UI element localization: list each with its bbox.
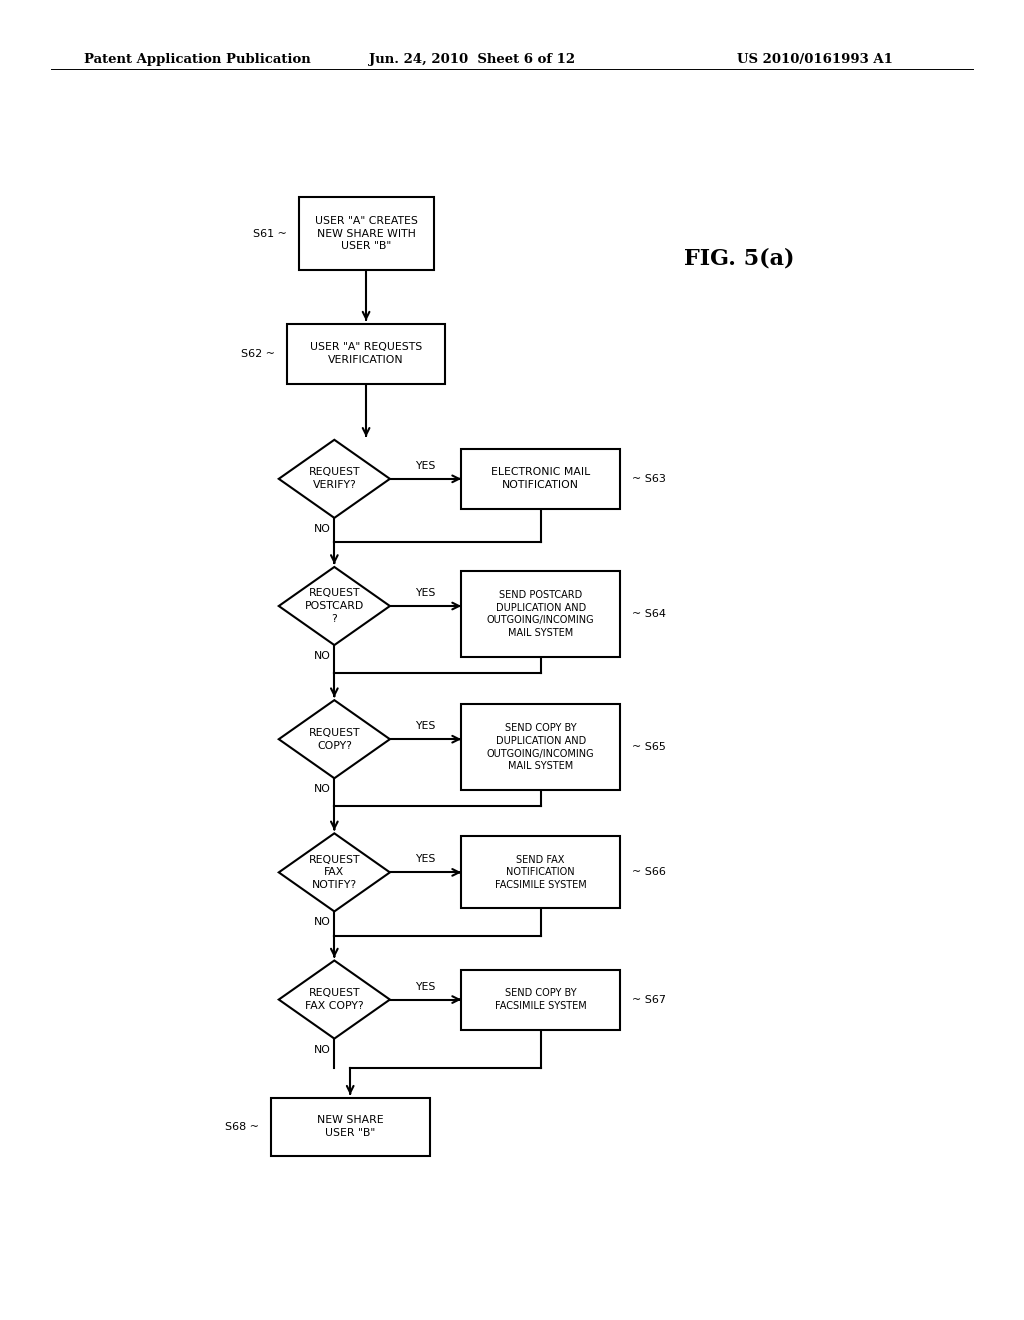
- Text: Patent Application Publication: Patent Application Publication: [84, 53, 310, 66]
- Text: SEND FAX
NOTIFICATION
FACSIMILE SYSTEM: SEND FAX NOTIFICATION FACSIMILE SYSTEM: [495, 854, 587, 890]
- FancyBboxPatch shape: [462, 572, 621, 657]
- FancyBboxPatch shape: [462, 449, 621, 510]
- FancyBboxPatch shape: [299, 198, 433, 269]
- Text: REQUEST
FAX COPY?: REQUEST FAX COPY?: [305, 989, 364, 1011]
- Text: NO: NO: [313, 651, 331, 661]
- Text: ~ S63: ~ S63: [632, 474, 666, 484]
- FancyBboxPatch shape: [462, 837, 621, 908]
- Text: ~ S66: ~ S66: [632, 867, 666, 878]
- Text: REQUEST
VERIFY?: REQUEST VERIFY?: [308, 467, 360, 490]
- FancyBboxPatch shape: [270, 1098, 430, 1156]
- Text: S61 ~: S61 ~: [253, 228, 287, 239]
- Polygon shape: [279, 568, 390, 645]
- FancyBboxPatch shape: [287, 323, 445, 384]
- Text: YES: YES: [416, 982, 436, 991]
- Text: NO: NO: [313, 524, 331, 533]
- Text: YES: YES: [416, 854, 436, 865]
- FancyBboxPatch shape: [462, 969, 621, 1030]
- Text: SEND COPY BY
DUPLICATION AND
OUTGOING/INCOMING
MAIL SYSTEM: SEND COPY BY DUPLICATION AND OUTGOING/IN…: [486, 723, 595, 771]
- Text: USER "A" REQUESTS
VERIFICATION: USER "A" REQUESTS VERIFICATION: [310, 342, 422, 366]
- Polygon shape: [279, 961, 390, 1039]
- Text: YES: YES: [416, 721, 436, 731]
- Text: NO: NO: [313, 1044, 331, 1055]
- Polygon shape: [279, 833, 390, 911]
- Text: REQUEST
FAX
NOTIFY?: REQUEST FAX NOTIFY?: [308, 854, 360, 890]
- Text: REQUEST
COPY?: REQUEST COPY?: [308, 727, 360, 751]
- Text: ELECTRONIC MAIL
NOTIFICATION: ELECTRONIC MAIL NOTIFICATION: [492, 467, 590, 490]
- Text: YES: YES: [416, 461, 436, 471]
- Text: USER "A" CREATES
NEW SHARE WITH
USER "B": USER "A" CREATES NEW SHARE WITH USER "B": [314, 215, 418, 251]
- Text: FIG. 5(a): FIG. 5(a): [684, 248, 794, 269]
- Text: US 2010/0161993 A1: US 2010/0161993 A1: [737, 53, 893, 66]
- Polygon shape: [279, 440, 390, 517]
- Text: S68 ~: S68 ~: [225, 1122, 259, 1131]
- Text: YES: YES: [416, 587, 436, 598]
- Polygon shape: [279, 700, 390, 779]
- Text: S62 ~: S62 ~: [241, 348, 274, 359]
- Text: ~ S67: ~ S67: [632, 994, 666, 1005]
- Text: ~ S65: ~ S65: [632, 742, 666, 752]
- FancyBboxPatch shape: [462, 704, 621, 791]
- Text: NO: NO: [313, 917, 331, 928]
- Text: Jun. 24, 2010  Sheet 6 of 12: Jun. 24, 2010 Sheet 6 of 12: [369, 53, 574, 66]
- Text: SEND COPY BY
FACSIMILE SYSTEM: SEND COPY BY FACSIMILE SYSTEM: [495, 989, 587, 1011]
- Text: REQUEST
POSTCARD
?: REQUEST POSTCARD ?: [305, 589, 364, 624]
- Text: NEW SHARE
USER "B": NEW SHARE USER "B": [316, 1115, 384, 1138]
- Text: ~ S64: ~ S64: [632, 609, 666, 619]
- Text: SEND POSTCARD
DUPLICATION AND
OUTGOING/INCOMING
MAIL SYSTEM: SEND POSTCARD DUPLICATION AND OUTGOING/I…: [486, 590, 595, 639]
- Text: NO: NO: [313, 784, 331, 795]
